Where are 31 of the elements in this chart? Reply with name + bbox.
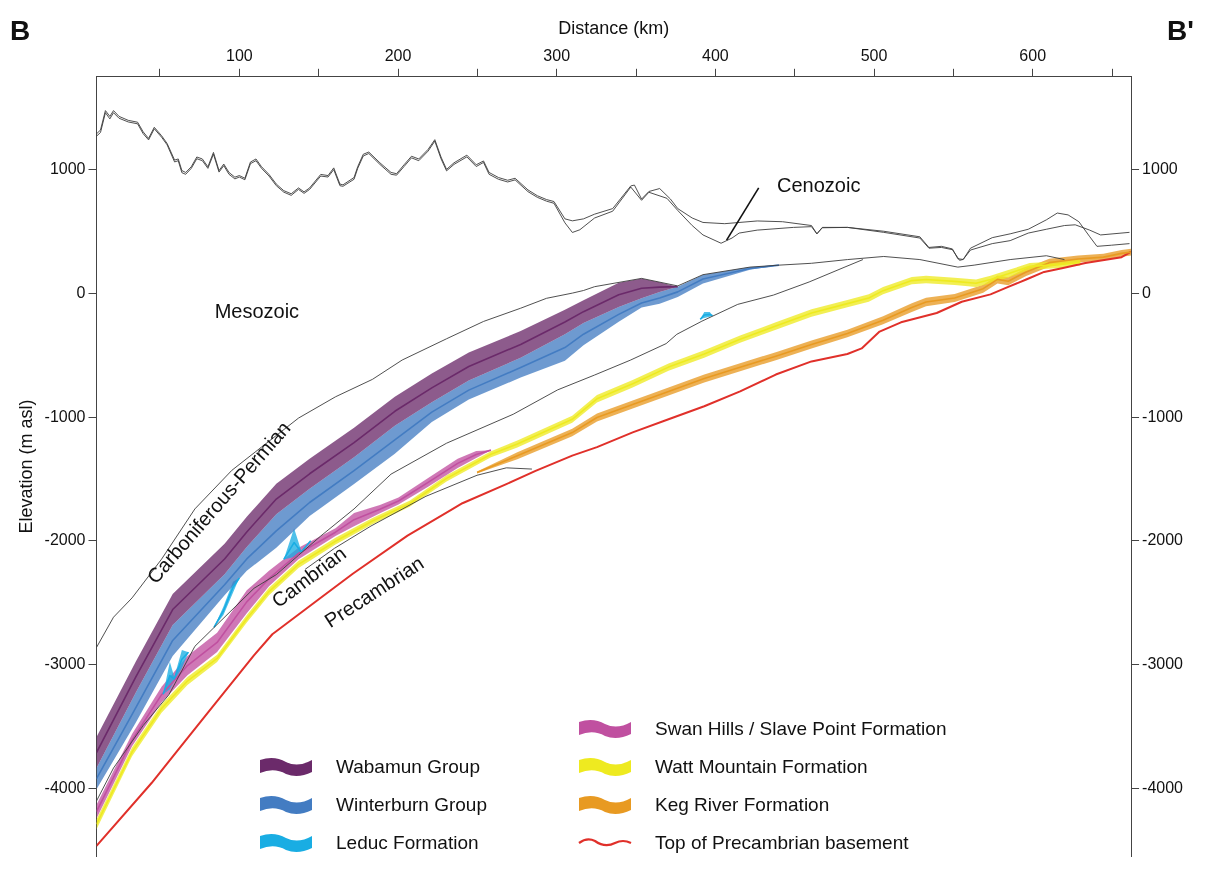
y-tick-label: -1000: [44, 407, 86, 425]
y-tick-label: 1000: [49, 160, 86, 178]
y2-tick-label: -3000: [1142, 655, 1184, 672]
legend-label: Winterburn Group: [336, 794, 488, 816]
x-tick-label: 300: [543, 46, 571, 64]
legend-label: Leduc Formation: [336, 832, 479, 854]
y-tick-label: -4000: [44, 778, 86, 796]
legend-label: Swan Hills / Slave Point Formation: [655, 718, 947, 740]
y2-tick-label: -2000: [1142, 531, 1184, 549]
x-tick-label: 200: [384, 46, 412, 64]
text: B': [1167, 14, 1194, 46]
y2-tick-label: 1000: [1142, 160, 1178, 178]
y-axis-title: Elevation (m asl): [15, 399, 36, 534]
x-tick-label: 400: [702, 46, 729, 64]
x-tick-label: 600: [1019, 46, 1047, 64]
legend-label: Top of Precambrian basement: [655, 832, 909, 854]
y2-tick-label: -1000: [1142, 407, 1184, 425]
text: B: [10, 14, 31, 46]
legend-label: Keg River Formation: [655, 794, 830, 816]
y2-tick-label: 0: [1142, 283, 1152, 301]
x-tick-label: 100: [225, 46, 253, 64]
annotation: Cenozoic: [777, 173, 861, 196]
legend-label: Wabamun Group: [336, 756, 480, 778]
annotation: Mesozoic: [214, 299, 300, 322]
x-tick-label: 500: [860, 46, 888, 64]
y-tick-label: -2000: [44, 531, 86, 549]
y-tick-label: 0: [76, 283, 86, 301]
legend-label: Watt Mountain Formation: [655, 756, 868, 778]
x-axis-title: Distance (km): [558, 17, 670, 38]
y-tick-label: -3000: [44, 655, 86, 672]
y2-tick-label: -4000: [1142, 778, 1184, 796]
